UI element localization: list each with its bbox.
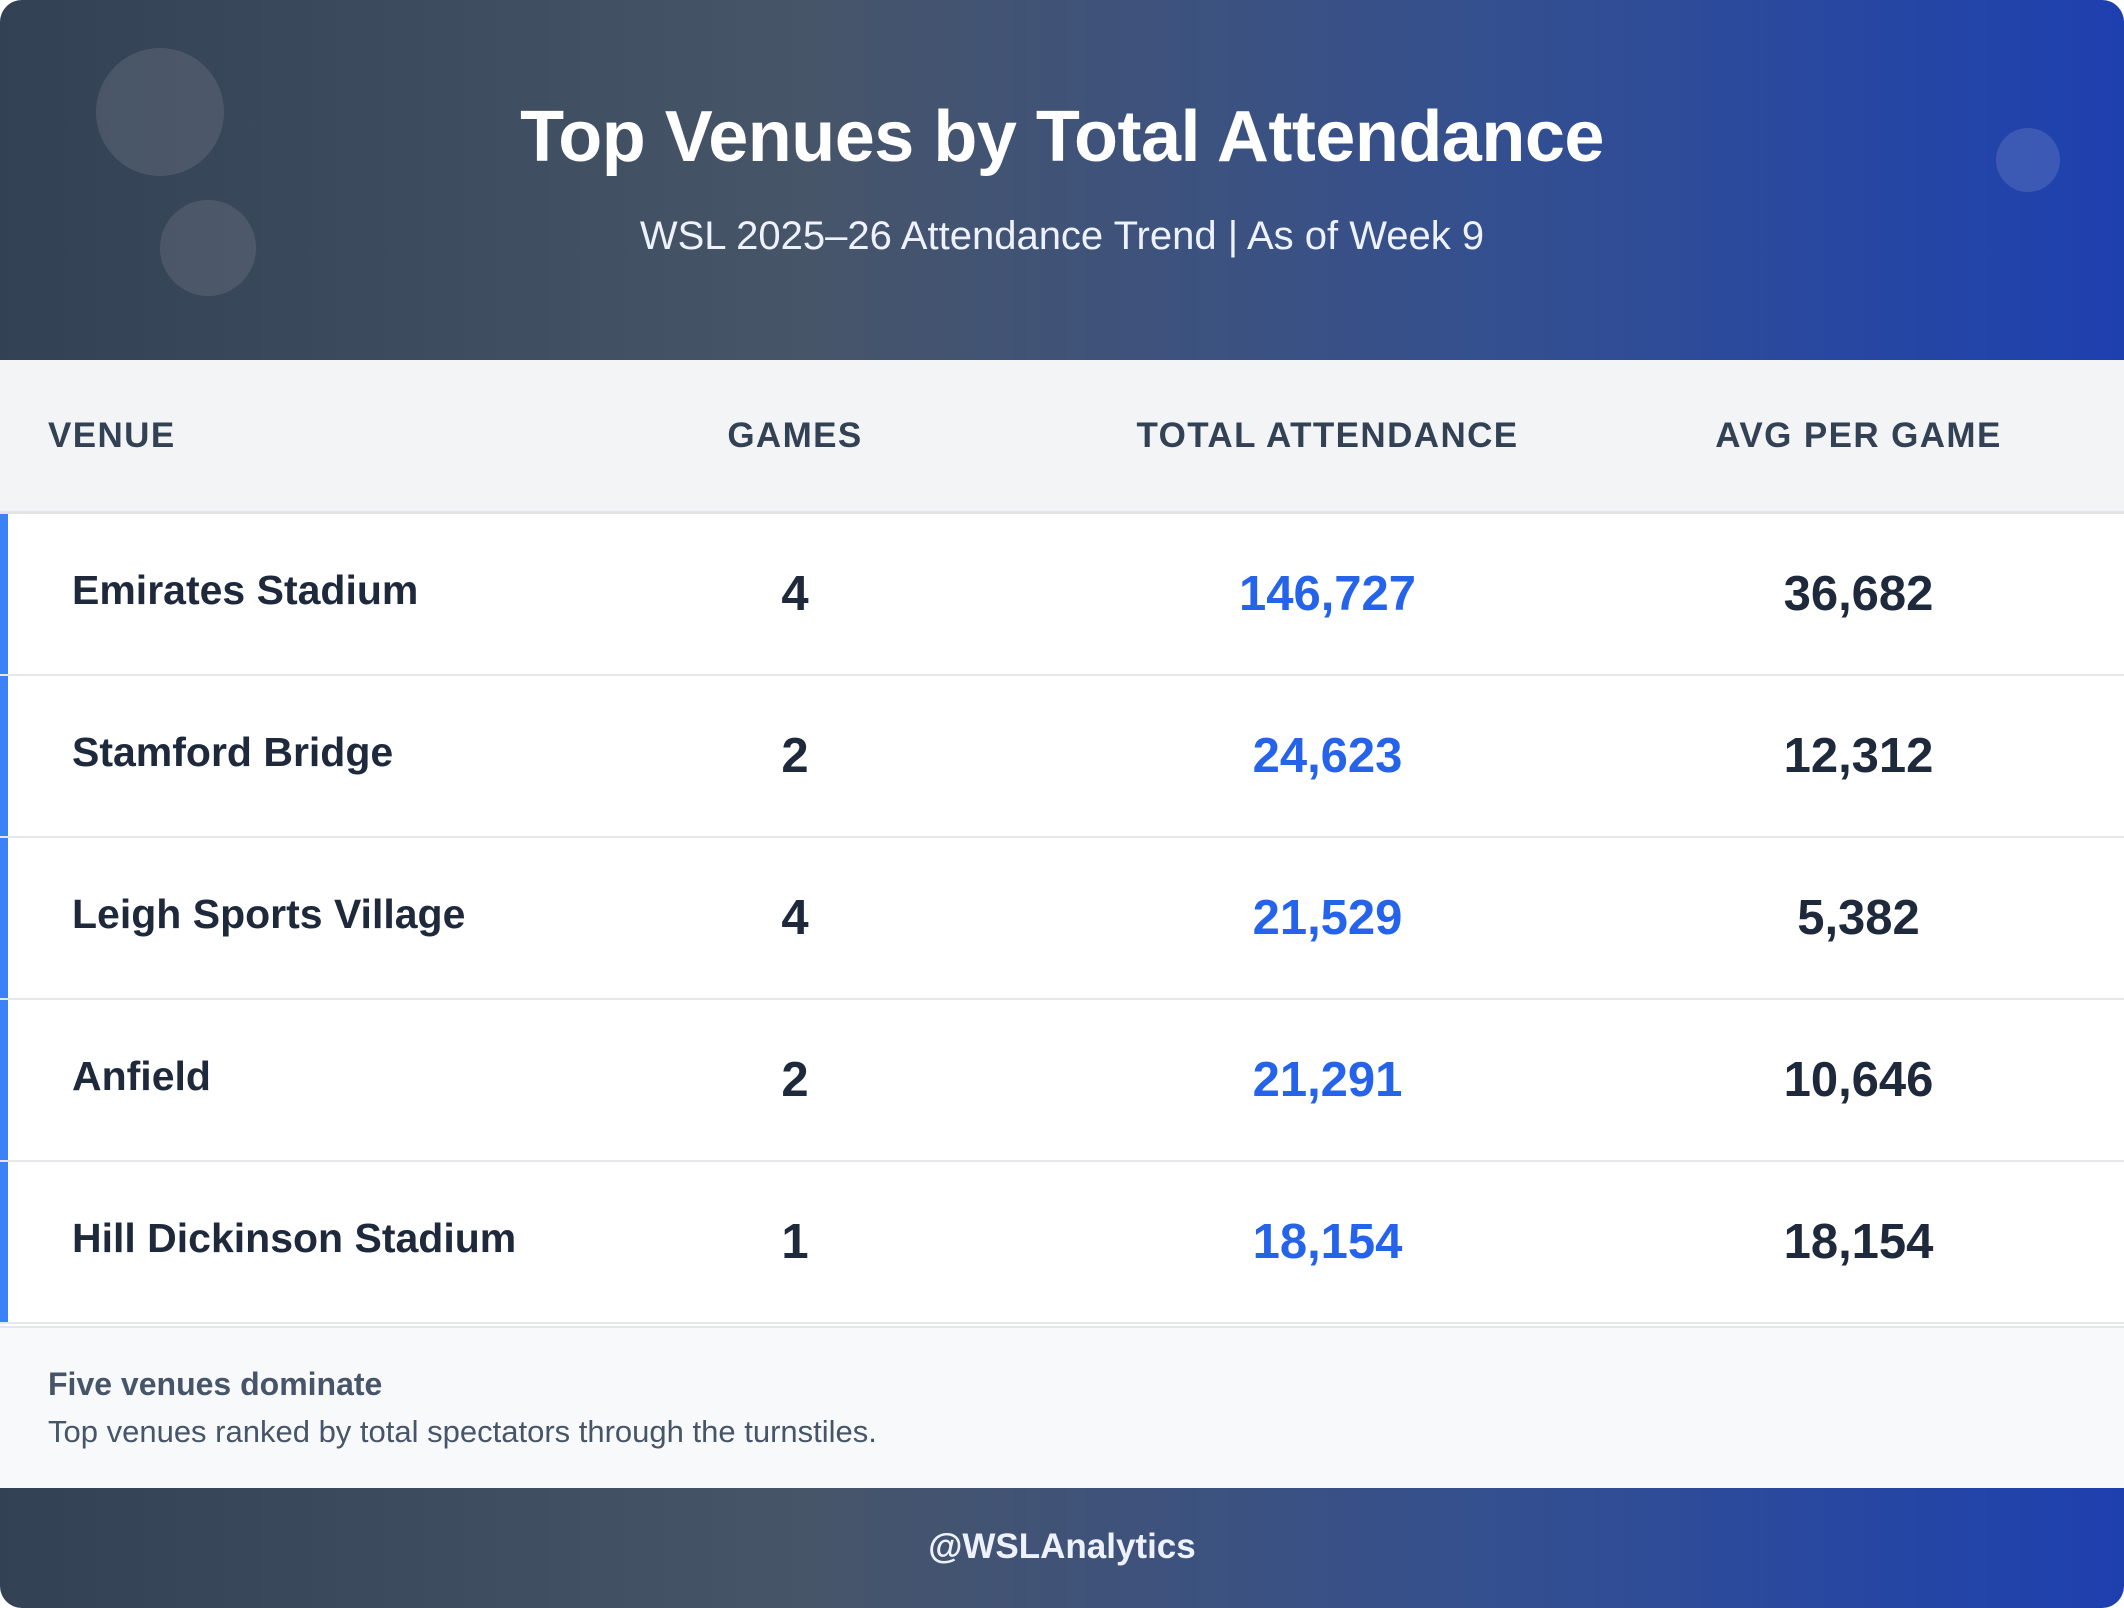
decorative-circle <box>160 200 256 296</box>
avg-per-game-cell: 36,682 <box>1783 567 1934 621</box>
page-subtitle: WSL 2025–26 Attendance Trend | As of Wee… <box>639 214 1485 258</box>
total-attendance-cell: 18,154 <box>1252 1215 1403 1269</box>
page-title: Top Venues by Total Attendance <box>520 97 1604 177</box>
games-cell: 2 <box>781 729 809 783</box>
social-handle: @WSLAnalytics <box>928 1527 1196 1566</box>
venue-cell: Anfield <box>72 1052 211 1099</box>
note-title: Five venues dominate <box>48 1366 383 1402</box>
venue-cell: Stamford Bridge <box>72 728 394 775</box>
note-text: Top venues ranked by total spectators th… <box>48 1414 877 1449</box>
table-header: VENUE GAMES TOTAL ATTENDANCE AVG PER GAM… <box>0 360 2124 514</box>
total-attendance-cell: 24,623 <box>1252 729 1403 783</box>
decorative-circle <box>1996 128 2060 192</box>
avg-per-game-cell: 12,312 <box>1783 729 1934 783</box>
table-body: Emirates Stadium 4 146,727 36,682 Stamfo… <box>0 514 2124 1324</box>
avg-per-game-cell: 5,382 <box>1797 891 1920 945</box>
footer-banner: @WSLAnalytics <box>0 1488 2124 1608</box>
header-banner: Top Venues by Total Attendance WSL 2025–… <box>0 0 2124 360</box>
table-row: Stamford Bridge 2 24,623 12,312 <box>0 676 2124 838</box>
total-attendance-cell: 21,529 <box>1252 891 1403 945</box>
venue-cell: Emirates Stadium <box>72 566 419 613</box>
table-row: Leigh Sports Village 4 21,529 5,382 <box>0 838 2124 1000</box>
table-row: Anfield 2 21,291 10,646 <box>0 1000 2124 1162</box>
table-row: Hill Dickinson Stadium 1 18,154 18,154 <box>0 1162 2124 1324</box>
games-cell: 1 <box>781 1215 809 1269</box>
avg-per-game-cell: 10,646 <box>1783 1053 1934 1107</box>
avg-per-game-cell: 18,154 <box>1783 1215 1934 1269</box>
notes-section: Five venues dominate Top venues ranked b… <box>0 1326 2124 1488</box>
column-header-total-attendance: TOTAL ATTENDANCE <box>1136 416 1519 455</box>
table-row: Emirates Stadium 4 146,727 36,682 <box>0 514 2124 676</box>
games-cell: 4 <box>781 891 809 945</box>
column-header-games: GAMES <box>727 416 863 455</box>
games-cell: 2 <box>781 1053 809 1107</box>
venue-cell: Leigh Sports Village <box>72 890 466 937</box>
column-header-avg-per-game: AVG PER GAME <box>1715 416 2002 455</box>
venue-cell: Hill Dickinson Stadium <box>72 1214 517 1261</box>
decorative-circle <box>96 48 224 176</box>
games-cell: 4 <box>781 567 809 621</box>
total-attendance-cell: 146,727 <box>1238 567 1417 621</box>
column-header-venue: VENUE <box>48 416 176 455</box>
total-attendance-cell: 21,291 <box>1252 1053 1403 1107</box>
